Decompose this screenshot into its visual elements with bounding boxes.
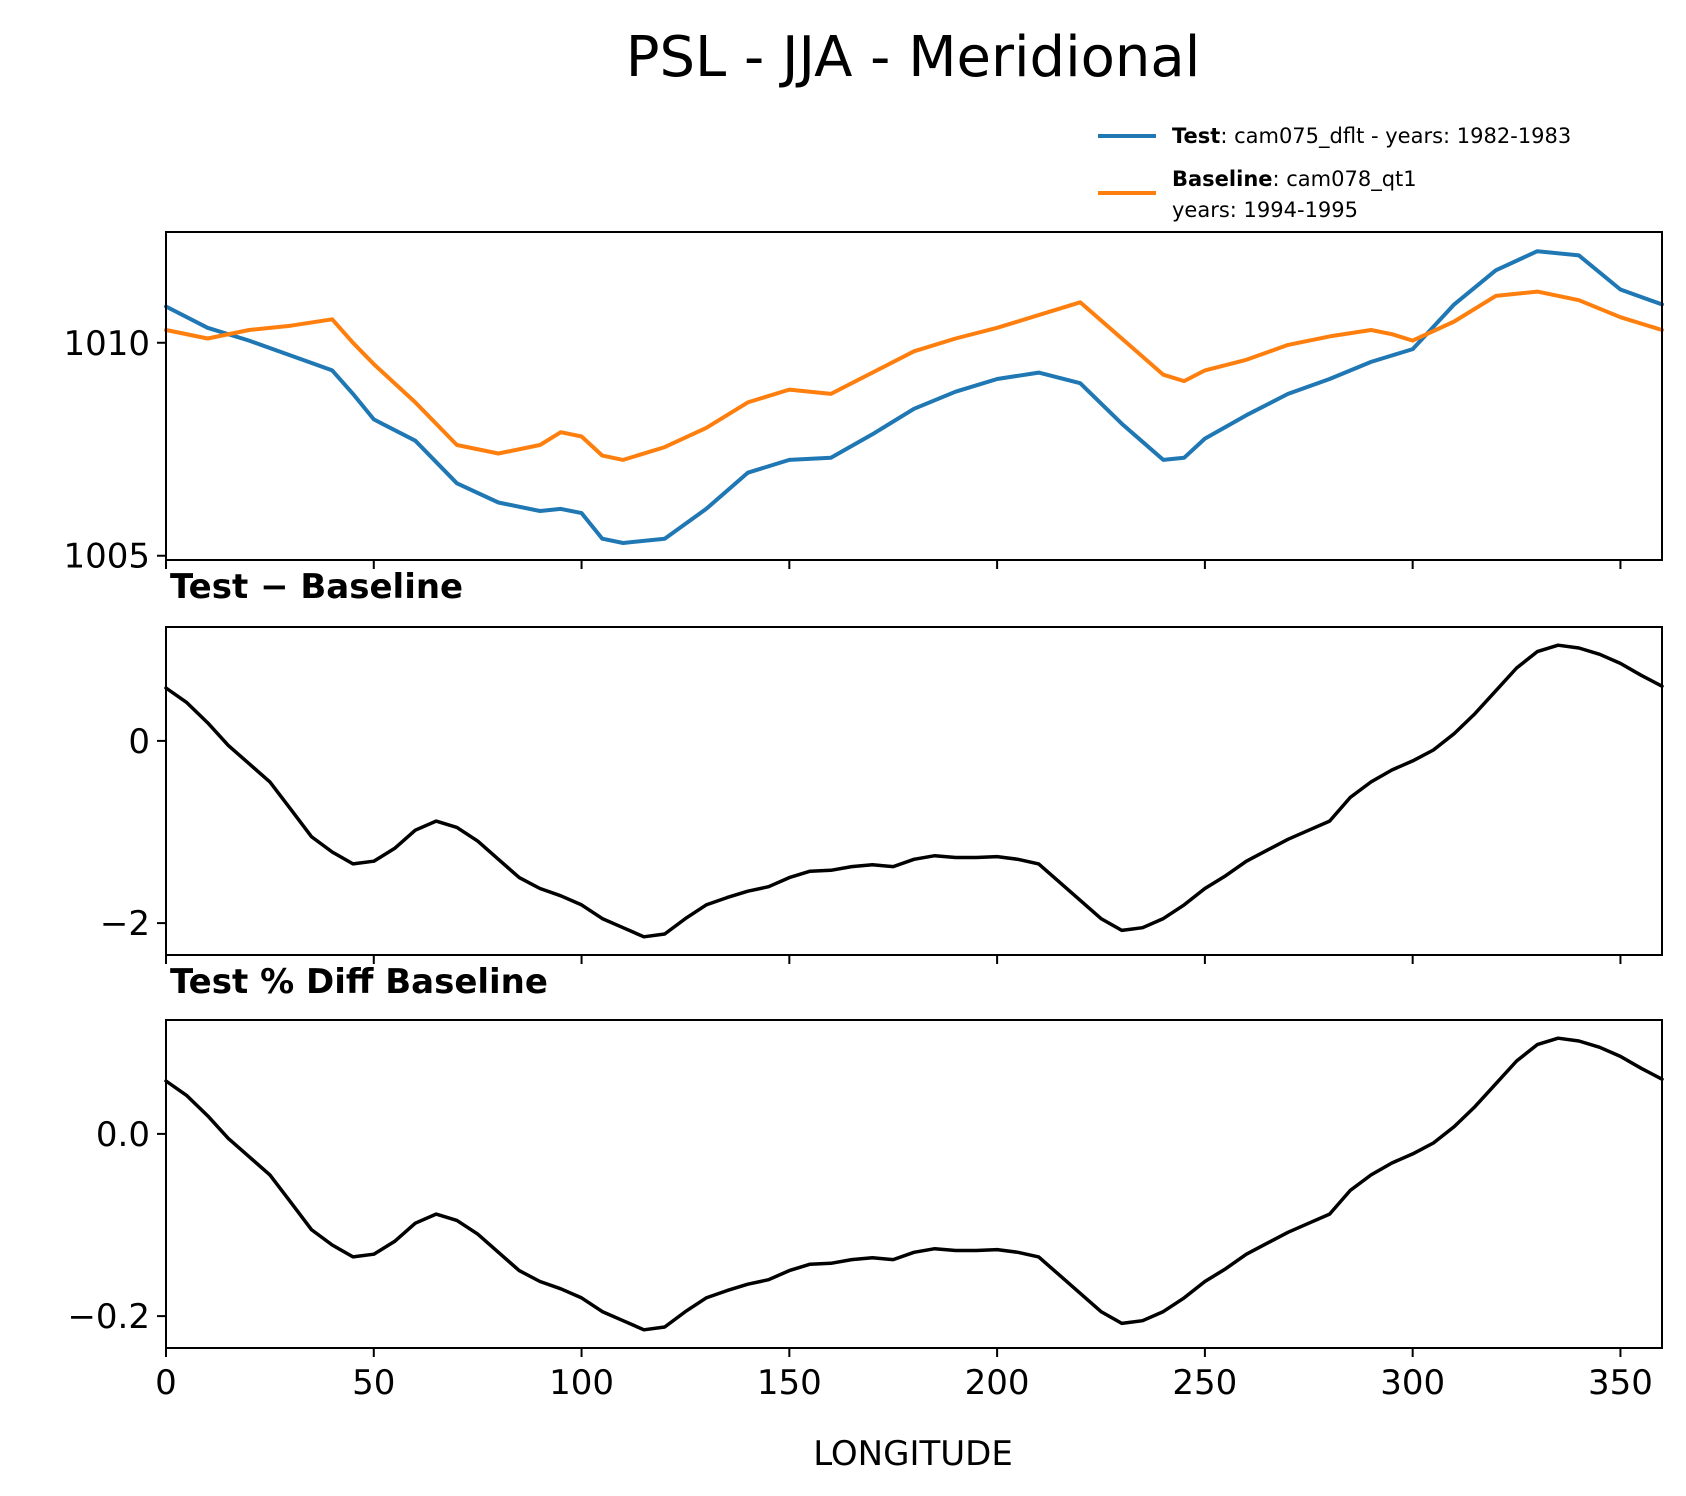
- diff-panel: −2 0: [100, 626, 1664, 964]
- legend: Test: cam075_dflt - years: 1982-1983 Bas…: [1098, 124, 1571, 222]
- x-axis-label: LONGITUDE: [813, 1434, 1013, 1474]
- x-tick-label: 150: [757, 1363, 822, 1403]
- diff-y-tick-label: −2: [100, 904, 150, 944]
- psl-y-tick-label: 1010: [63, 324, 150, 364]
- x-tick-label: 0: [155, 1363, 177, 1403]
- x-tick-label: 50: [352, 1363, 395, 1403]
- diff-series-line: [164, 643, 1664, 939]
- pctdiff-panel-frame: [165, 1019, 1663, 1349]
- pctdiff-y-tick-label: −0.2: [67, 1297, 150, 1337]
- pctdiff-panel: 0 50 100 150 200 250 300 350 −0.2 0.0: [67, 1019, 1664, 1403]
- x-tick-label: 200: [965, 1363, 1030, 1403]
- legend-test-entry: Test: cam075_dflt - years: 1982-1983: [1172, 124, 1571, 149]
- x-tick-label: 300: [1380, 1363, 1445, 1403]
- x-tick-label: 100: [549, 1363, 614, 1403]
- legend-baseline-name: Baseline: [1172, 167, 1273, 191]
- psl-y-tick-label: 1005: [63, 537, 150, 577]
- figure-title: PSL - JJA - Meridional: [626, 25, 1201, 90]
- test-series-line: [164, 249, 1664, 545]
- legend-baseline-entry: Baseline: cam078_qt1: [1172, 167, 1417, 192]
- legend-baseline-years: years: 1994-1995: [1172, 198, 1358, 222]
- baseline-series-line: [164, 289, 1664, 462]
- legend-test-name: Test: [1172, 124, 1220, 148]
- legend-baseline-desc: : cam078_qt1: [1273, 167, 1417, 192]
- diff-y-tick-label: 0: [128, 722, 150, 762]
- diff-panel-frame: [165, 626, 1663, 956]
- pctdiff-panel-title: Test % Diff Baseline: [170, 962, 548, 1002]
- x-tick-label: 350: [1588, 1363, 1653, 1403]
- pctdiff-series-line: [164, 1036, 1664, 1332]
- psl-panel: 1005 1010: [63, 231, 1664, 577]
- diff-panel-title: Test − Baseline: [170, 567, 463, 607]
- pctdiff-y-tick-label: 0.0: [96, 1115, 150, 1155]
- psl-panel-frame: [165, 231, 1663, 561]
- legend-test-desc: : cam075_dflt - years: 1982-1983: [1220, 124, 1571, 149]
- x-tick-label: 250: [1172, 1363, 1237, 1403]
